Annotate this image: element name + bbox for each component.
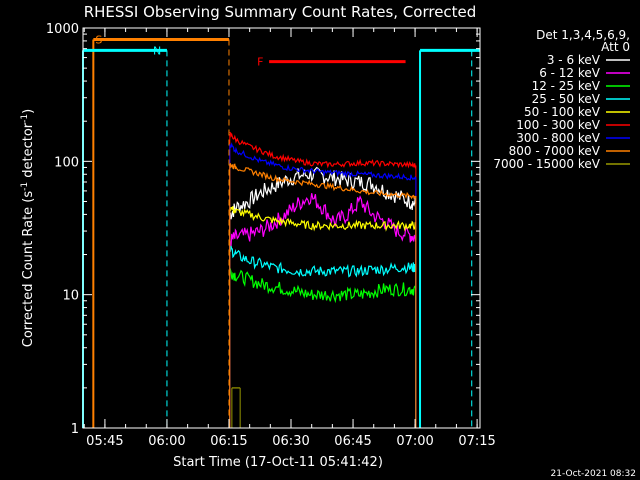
- y-axis-label: Corrected Count Rate (s-1 detector-1): [20, 109, 36, 347]
- y-tick-label: 100: [54, 155, 79, 170]
- legend-label: 3 - 6 keV: [547, 53, 601, 67]
- x-tick-label: 07:15: [458, 434, 495, 449]
- x-tick-label: 06:45: [334, 434, 371, 449]
- x-tick-label: 07:00: [396, 434, 433, 449]
- legend-label: 12 - 25 keV: [532, 79, 601, 93]
- y-tick-label: 1: [71, 422, 79, 437]
- y-tick-label: 1000: [46, 22, 79, 37]
- legend-label: 6 - 12 keV: [539, 66, 601, 80]
- series-line: [229, 268, 417, 304]
- legend-label: 800 - 7000 keV: [509, 144, 601, 158]
- plot-frame: [82, 27, 481, 429]
- series-line: [229, 142, 417, 181]
- x-axis-label: Start Time (17-Oct-11 05:41:42): [173, 455, 383, 470]
- flag-label-N: N: [153, 44, 161, 57]
- series-line: [229, 131, 417, 170]
- series-layer: [229, 131, 417, 428]
- series-line: [229, 193, 417, 247]
- legend-label: 100 - 300 keV: [516, 118, 600, 132]
- x-tick-label: 05:45: [86, 434, 123, 449]
- legend-header-line1: Det 1,3,4,5,6,9,: [536, 28, 630, 42]
- x-tick-label: 06:00: [148, 434, 185, 449]
- footer-date: 21-Oct-2021 08:32: [551, 469, 636, 479]
- series-line: [229, 163, 417, 200]
- x-tick-label: 06:15: [210, 434, 247, 449]
- series-line: [229, 206, 417, 232]
- legend-label: 300 - 800 keV: [516, 131, 600, 145]
- ticks-layer: 1 10 100 1000 05:45 06:00 06:15 06:30 06:45 07:00…: [46, 22, 496, 449]
- legend-label: 50 - 100 keV: [524, 105, 601, 119]
- y-tick-label: 10: [62, 289, 79, 304]
- legend-label: 25 - 50 keV: [532, 92, 601, 106]
- series-line: [229, 166, 417, 220]
- chart-title: RHESSI Observing Summary Count Rates, Co…: [84, 3, 477, 21]
- flag-label-F: F: [257, 56, 263, 69]
- legend-header-line2: Att 0: [601, 40, 630, 54]
- legend-label: 7000 - 15000 keV: [493, 157, 600, 171]
- series-line: [229, 244, 417, 278]
- flag-label-S: S: [95, 33, 102, 46]
- x-tick-label: 06:30: [272, 434, 309, 449]
